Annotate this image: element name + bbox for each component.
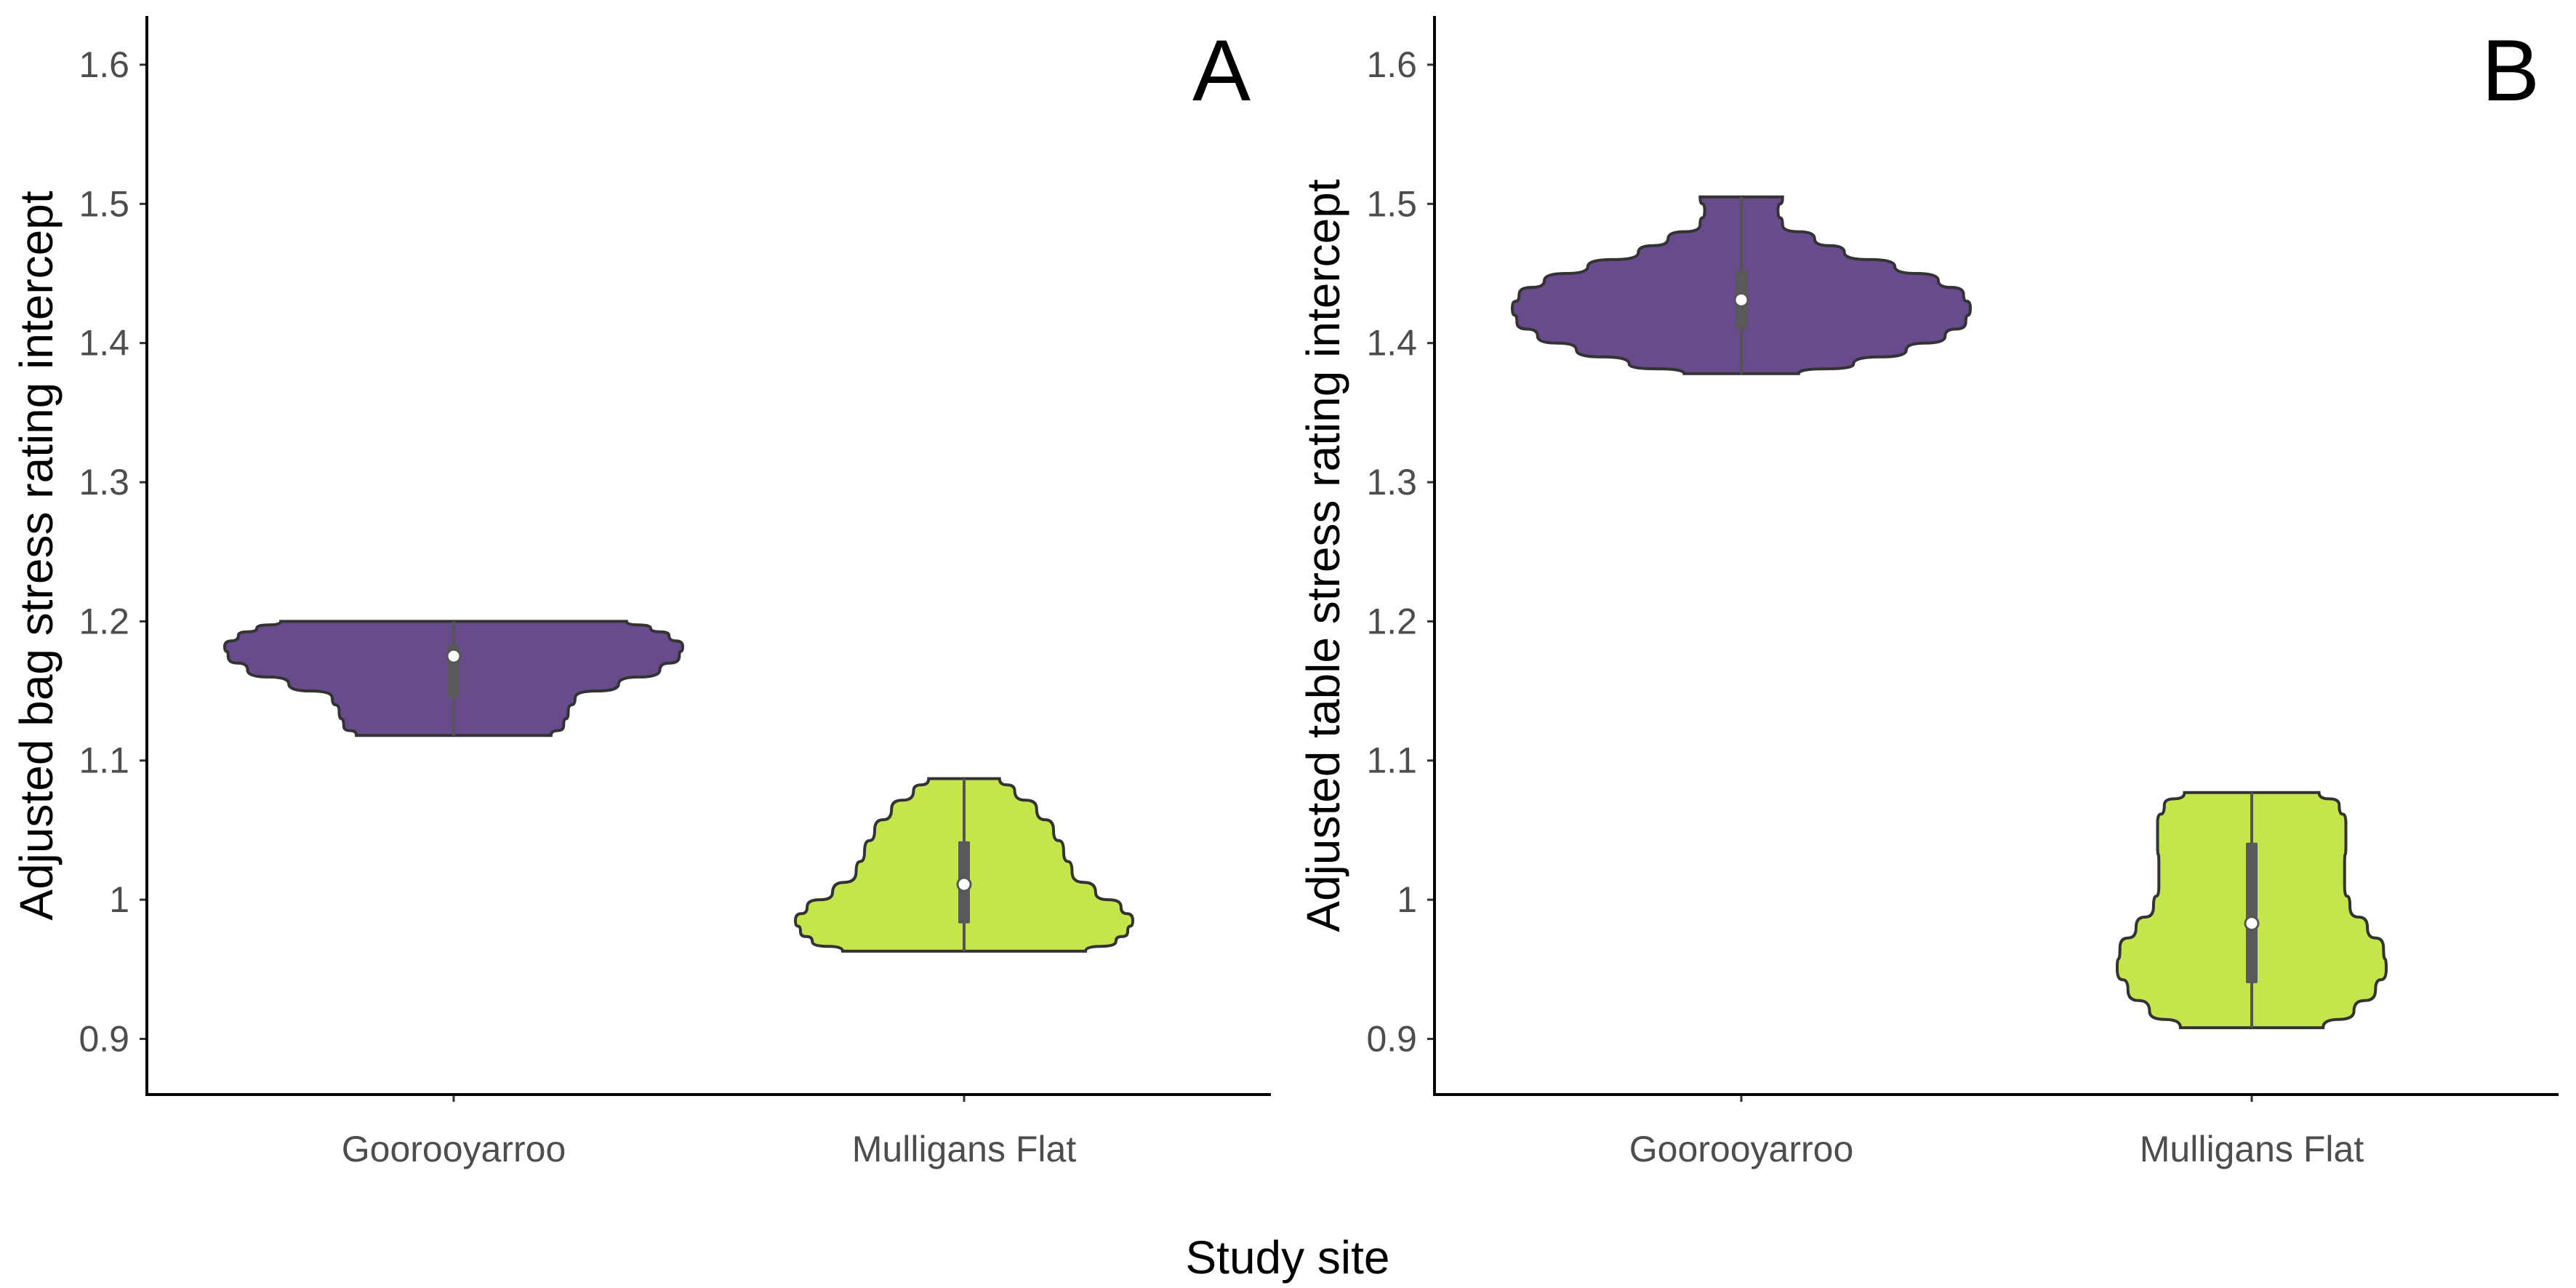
panel-a-y-axis-label: Adjusted bag stress rating intercept	[10, 191, 63, 920]
y-tick-label: 1.3	[79, 462, 129, 503]
y-tick-label: 1.1	[79, 740, 129, 781]
panel-a-label: A	[1192, 22, 1251, 119]
y-tick-label: 1.1	[1366, 740, 1417, 781]
panel-b-label: B	[2481, 22, 2540, 119]
y-tick-label: 1	[109, 879, 129, 920]
y-tick-label: 1.3	[1366, 462, 1417, 503]
y-tick-label: 1.5	[79, 183, 129, 224]
y-tick-label: 0.9	[79, 1018, 129, 1059]
iqr-box	[2246, 842, 2258, 983]
panel-a-x-ticks: Goorooyarroo Mulligans Flat	[342, 1095, 1077, 1169]
y-tick-label: 0.9	[1366, 1018, 1417, 1059]
panel-b: 0.9 1 1.1 1.2 1.3 1.4 1.5 1.6 Goorooyarroo Mulli…	[1297, 16, 2559, 1169]
y-tick-label: 1.5	[1366, 183, 1417, 224]
y-tick-label: 1.2	[79, 601, 129, 641]
y-tick-label: 1.6	[79, 44, 129, 85]
median-point	[446, 648, 462, 664]
x-tick-label: Mulligans Flat	[2140, 1129, 2364, 1169]
panel-b-x-ticks: Goorooyarroo Mulligans Flat	[1629, 1095, 2364, 1169]
panel-a-violins	[222, 620, 1135, 953]
y-tick-label: 1.2	[1366, 601, 1417, 641]
panel-b-y-axis-label: Adjusted table stress rating intercept	[1297, 179, 1349, 932]
panel-a: 0.9 1 1.1 1.2 1.3 1.4 1.5 1.6 Goorooyarroo Mulli…	[10, 16, 1271, 1169]
median-point	[956, 876, 972, 892]
panel-a-y-ticks: 0.9 1 1.1 1.2 1.3 1.4 1.5 1.6	[79, 44, 147, 1059]
y-tick-label: 1.6	[1366, 44, 1417, 85]
x-tick-label: Goorooyarroo	[1629, 1129, 1854, 1169]
median-point	[2244, 916, 2260, 932]
panel-b-violins	[1510, 195, 2388, 1030]
median-point	[1733, 292, 1749, 308]
x-tick-label: Mulligans Flat	[852, 1129, 1077, 1169]
y-tick-label: 1	[1397, 879, 1417, 920]
y-tick-label: 1.4	[1366, 323, 1417, 364]
y-tick-label: 1.4	[79, 323, 129, 364]
shared-x-axis-label: Study site	[1185, 1231, 1389, 1284]
x-tick-label: Goorooyarroo	[342, 1129, 566, 1169]
panel-b-y-ticks: 0.9 1 1.1 1.2 1.3 1.4 1.5 1.6	[1366, 44, 1435, 1059]
